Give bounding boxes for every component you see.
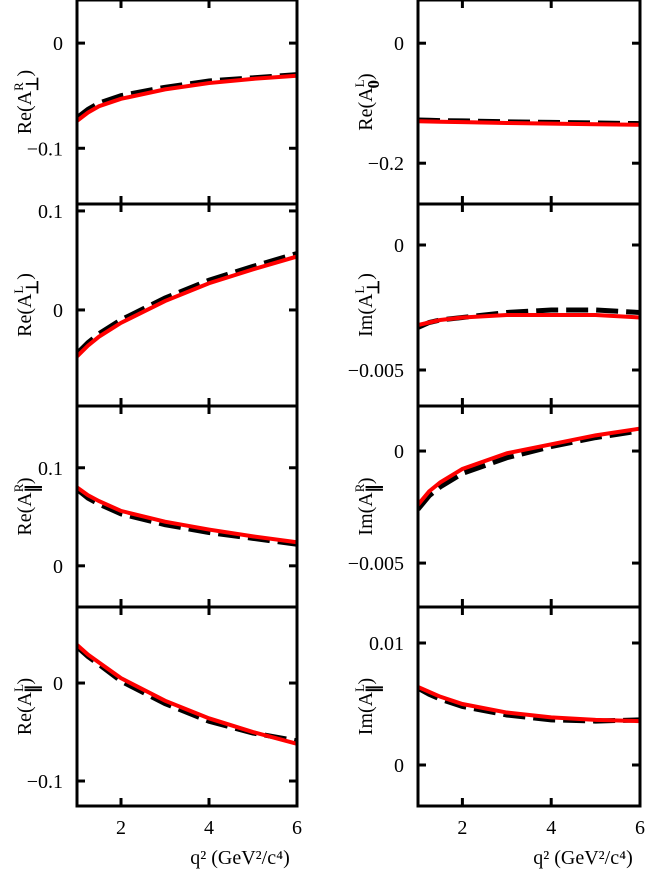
panel: 0 0.1Re(AR∥): [11, 404, 299, 609]
plot-frame: [75, 202, 299, 408]
series-line: [418, 428, 640, 511]
y-axis-label: Re(AL⊥): [11, 273, 42, 337]
y-label-base: Im(A: [355, 293, 377, 337]
plot-frame: [416, 202, 642, 408]
series-line: [77, 485, 297, 545]
plot-frame: [416, 0, 642, 206]
series-line: [77, 251, 297, 356]
y-axis-label: Re(AR⊥): [11, 70, 42, 134]
y-axis-label: Re(AL∥): [11, 678, 42, 735]
x-axis-label: q² (GeV²/c⁴): [533, 847, 632, 869]
plot-frame: [75, 605, 299, 808]
y-label-base: Re(A: [14, 492, 36, 536]
series-line: [77, 73, 297, 123]
y-label-base: Im(A: [355, 492, 377, 536]
x-tick-label: 6: [635, 817, 645, 839]
y-label-end: ): [14, 273, 36, 280]
y-label-end: ): [14, 477, 36, 484]
y-tick-label: 0: [394, 33, 404, 55]
y-axis-label: Re(AL0): [352, 73, 383, 130]
y-tick-label: 0: [53, 556, 63, 578]
y-tick-label: 0: [53, 673, 63, 695]
y-tick-label: −0.005: [348, 360, 404, 382]
plot-frame: [416, 605, 642, 808]
y-tick-label: −0.1: [27, 771, 63, 793]
x-tick-label: 4: [204, 817, 214, 839]
y-label-sub: ⊥: [23, 280, 42, 295]
panel: 2 4 6 0 0.01 Im(AL∥) q² (GeV²/c⁴): [352, 605, 645, 869]
y-label-sub: 0: [364, 80, 383, 89]
y-tick-label: −0.2: [368, 153, 404, 175]
y-label-base: Re(A: [14, 691, 36, 735]
series-line: [418, 685, 640, 724]
y-label-sup: L: [11, 286, 26, 294]
y-label-sub: ⊥: [364, 280, 383, 295]
y-label-end: ): [355, 73, 377, 80]
y-axis-label: Im(AR∥): [352, 477, 383, 535]
y-label-base: Re(A: [355, 87, 377, 131]
y-label-sup: L: [352, 286, 367, 294]
y-label-base: Im(A: [355, 691, 377, 735]
y-label-base: Re(A: [14, 293, 36, 337]
y-tick-label: 0: [53, 300, 63, 322]
y-label-sub: ∥: [23, 484, 42, 493]
y-label-sup: L: [11, 684, 26, 692]
panel: 0 0.1 Re(AL⊥): [11, 201, 299, 408]
y-axis-label: Im(AL∥): [352, 678, 383, 735]
y-label-sup: R: [11, 82, 26, 91]
y-label-end: ): [14, 678, 36, 685]
y-tick-label: 0.1: [38, 458, 63, 480]
panel: 2 4 6 −0.1 0 Re(AL∥) q² (GeV²/c⁴): [11, 605, 302, 869]
y-label-sub: ∥: [364, 484, 383, 493]
panel: −0.005 0 Im(AR∥): [348, 404, 642, 609]
series-line: [418, 313, 640, 327]
y-label-end: ): [355, 678, 377, 685]
y-label-end: ): [355, 273, 377, 280]
y-label-end: ): [355, 477, 377, 484]
y-label-sup: L: [352, 684, 367, 692]
y-label-sup: R: [11, 483, 26, 492]
series-line: [77, 643, 297, 746]
panel: −0.005 0 Im(AL⊥): [348, 202, 642, 408]
y-tick-label: 0: [394, 441, 404, 463]
y-tick-label: −0.1: [27, 138, 63, 160]
series-line: [77, 487, 297, 547]
y-tick-label: 0: [394, 755, 404, 777]
x-tick-label: 2: [116, 817, 126, 839]
x-axis-label: q² (GeV²/c⁴): [190, 847, 289, 869]
series-line: [418, 426, 640, 507]
series-line: [77, 254, 297, 358]
y-tick-label: −0.005: [348, 553, 404, 575]
series-line: [77, 72, 297, 120]
y-label-sup: R: [352, 483, 367, 492]
y-tick-label: 0.01: [369, 633, 404, 655]
y-label-end: ): [14, 70, 36, 77]
series-line: [418, 685, 640, 724]
y-label-sup: L: [352, 79, 367, 87]
x-tick-label: 2: [457, 817, 467, 839]
y-tick-label: 0: [53, 33, 63, 55]
y-axis-label: Re(AR∥): [11, 477, 42, 535]
panel: −0.1 0 Re(AR⊥): [11, 0, 299, 206]
y-tick-label: 0: [394, 235, 404, 257]
y-label-sub: ⊥: [23, 76, 42, 91]
y-label-sub: ∥: [23, 684, 42, 693]
y-tick-label: 0.1: [38, 201, 63, 223]
x-tick-label: 4: [546, 817, 556, 839]
y-label-base: Re(A: [14, 90, 36, 134]
series-line: [77, 644, 297, 744]
x-tick-label: 6: [292, 817, 302, 839]
series-line: [418, 119, 640, 127]
plot-frame: [416, 404, 642, 609]
y-axis-label: Im(AL⊥): [352, 273, 383, 337]
y-label-sub: ∥: [364, 684, 383, 693]
